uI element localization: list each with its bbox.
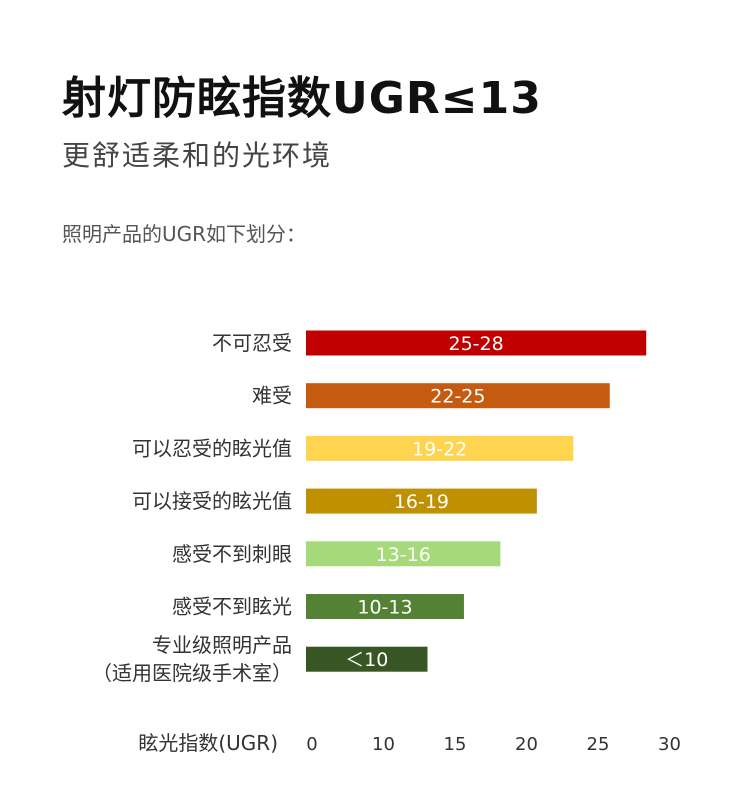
bar <box>306 330 647 356</box>
bar-data-label: 13-16 <box>376 544 431 566</box>
category-label: 不可忍受 <box>212 331 292 355</box>
page-subtitle: 更舒适柔和的光环境 <box>62 139 333 172</box>
category-label: 感受不到刺眼 <box>172 542 292 566</box>
bar-data-label: 16-19 <box>394 491 449 513</box>
bar-data-label: 25-28 <box>448 333 503 355</box>
bar-data-label: 10-13 <box>357 597 412 619</box>
x-tick-label: 20 <box>515 734 538 755</box>
category-label: 可以忍受的眩光值 <box>132 436 292 460</box>
bar <box>306 646 428 672</box>
bar-data-label: ＜10 <box>345 649 388 671</box>
bar <box>306 383 610 409</box>
bar-data-label: 22-25 <box>430 386 485 408</box>
category-label: （适用医院级手术室） <box>92 661 292 685</box>
bar <box>306 541 501 567</box>
category-label: 难受 <box>252 384 292 408</box>
bar <box>306 488 537 514</box>
category-label: 感受不到眩光 <box>172 595 292 619</box>
chart-intro: 照明产品的UGR如下划分： <box>62 222 307 246</box>
bar <box>306 594 464 619</box>
page-title: 射灯防眩指数UGR≤13 <box>62 73 542 124</box>
x-tick-label: 0 <box>306 734 317 755</box>
category-label: 专业级照明产品 <box>152 633 292 657</box>
x-axis-title: 眩光指数(UGR) <box>138 731 278 755</box>
category-label: 可以接受的眩光值 <box>132 489 292 513</box>
x-tick-label: 15 <box>444 734 467 755</box>
bar-data-label: 19-22 <box>412 438 467 460</box>
x-tick-label: 30 <box>658 734 681 755</box>
bar <box>306 435 574 461</box>
x-tick-label: 25 <box>587 734 610 755</box>
x-tick-label: 10 <box>372 734 395 755</box>
